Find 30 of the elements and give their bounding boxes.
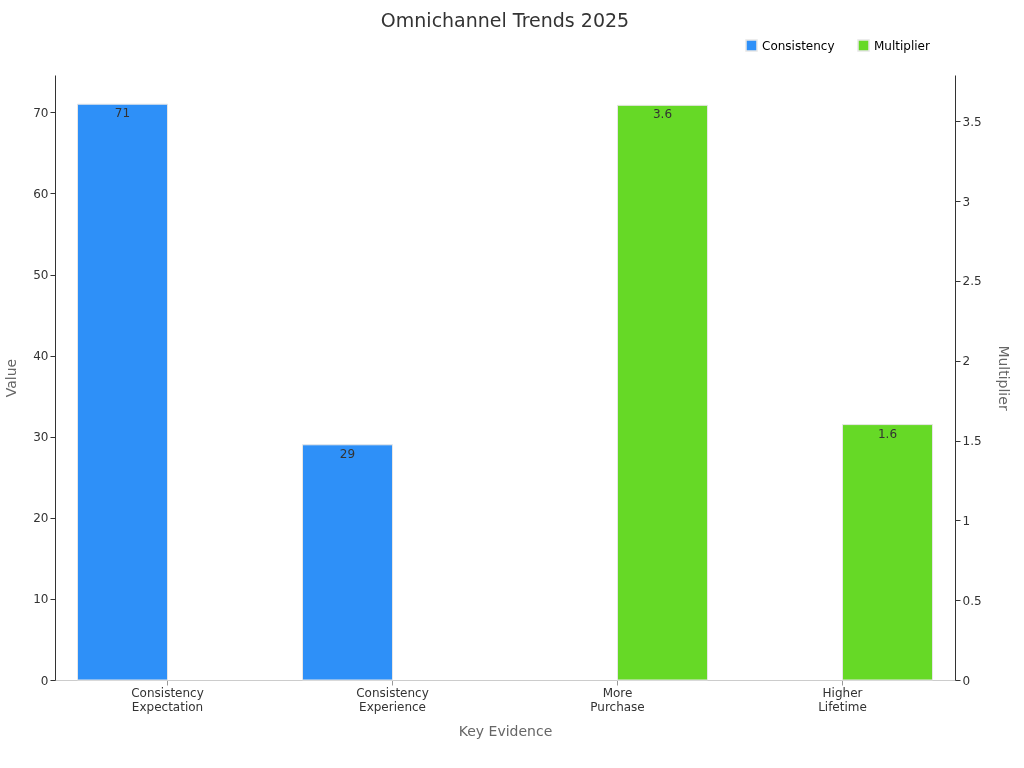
x-tick-label: Consistency Expectation xyxy=(131,685,204,714)
y2-tick-label: 1.5 xyxy=(962,434,982,449)
y2-axis-title: Multiplier xyxy=(995,345,1012,411)
legend-label: Multiplier xyxy=(874,38,930,53)
y-tick-label: 30 xyxy=(33,430,49,445)
chart-title: Omnichannel Trends 2025 xyxy=(380,9,630,31)
data-label: 3.6 xyxy=(652,107,673,122)
data-label: 29 xyxy=(339,446,356,461)
y-tick-label: 20 xyxy=(33,511,49,526)
y-tick-label: 10 xyxy=(33,592,49,607)
y-tick-label: 60 xyxy=(33,186,49,201)
y2-tick-label: 2.5 xyxy=(962,274,982,289)
y2-tick-label: 0.5 xyxy=(962,593,982,608)
legend-label: Consistency xyxy=(762,38,835,53)
data-label: 71 xyxy=(114,106,131,121)
y2-tick-label: 2 xyxy=(962,354,971,369)
y-tick-label: 40 xyxy=(33,349,49,364)
y2-tick-label: 0 xyxy=(962,673,971,688)
x-tick-label: Consistency Experience xyxy=(356,685,429,714)
y-axis-title: Value xyxy=(3,358,20,398)
y2-tick-label: 3 xyxy=(962,194,971,209)
x-axis-title: Key Evidence xyxy=(458,722,553,739)
y-tick-label: 70 xyxy=(33,105,49,120)
y2-tick-label: 1 xyxy=(962,513,971,528)
x-tick-label: More Purchase xyxy=(590,685,645,714)
y-tick-label: 50 xyxy=(33,268,49,282)
y-tick-label: 0 xyxy=(40,673,49,688)
data-label: 1.6 xyxy=(877,426,898,441)
y2-tick-label: 3.5 xyxy=(962,114,982,129)
x-tick-label: Higher Lifetime xyxy=(818,685,867,714)
